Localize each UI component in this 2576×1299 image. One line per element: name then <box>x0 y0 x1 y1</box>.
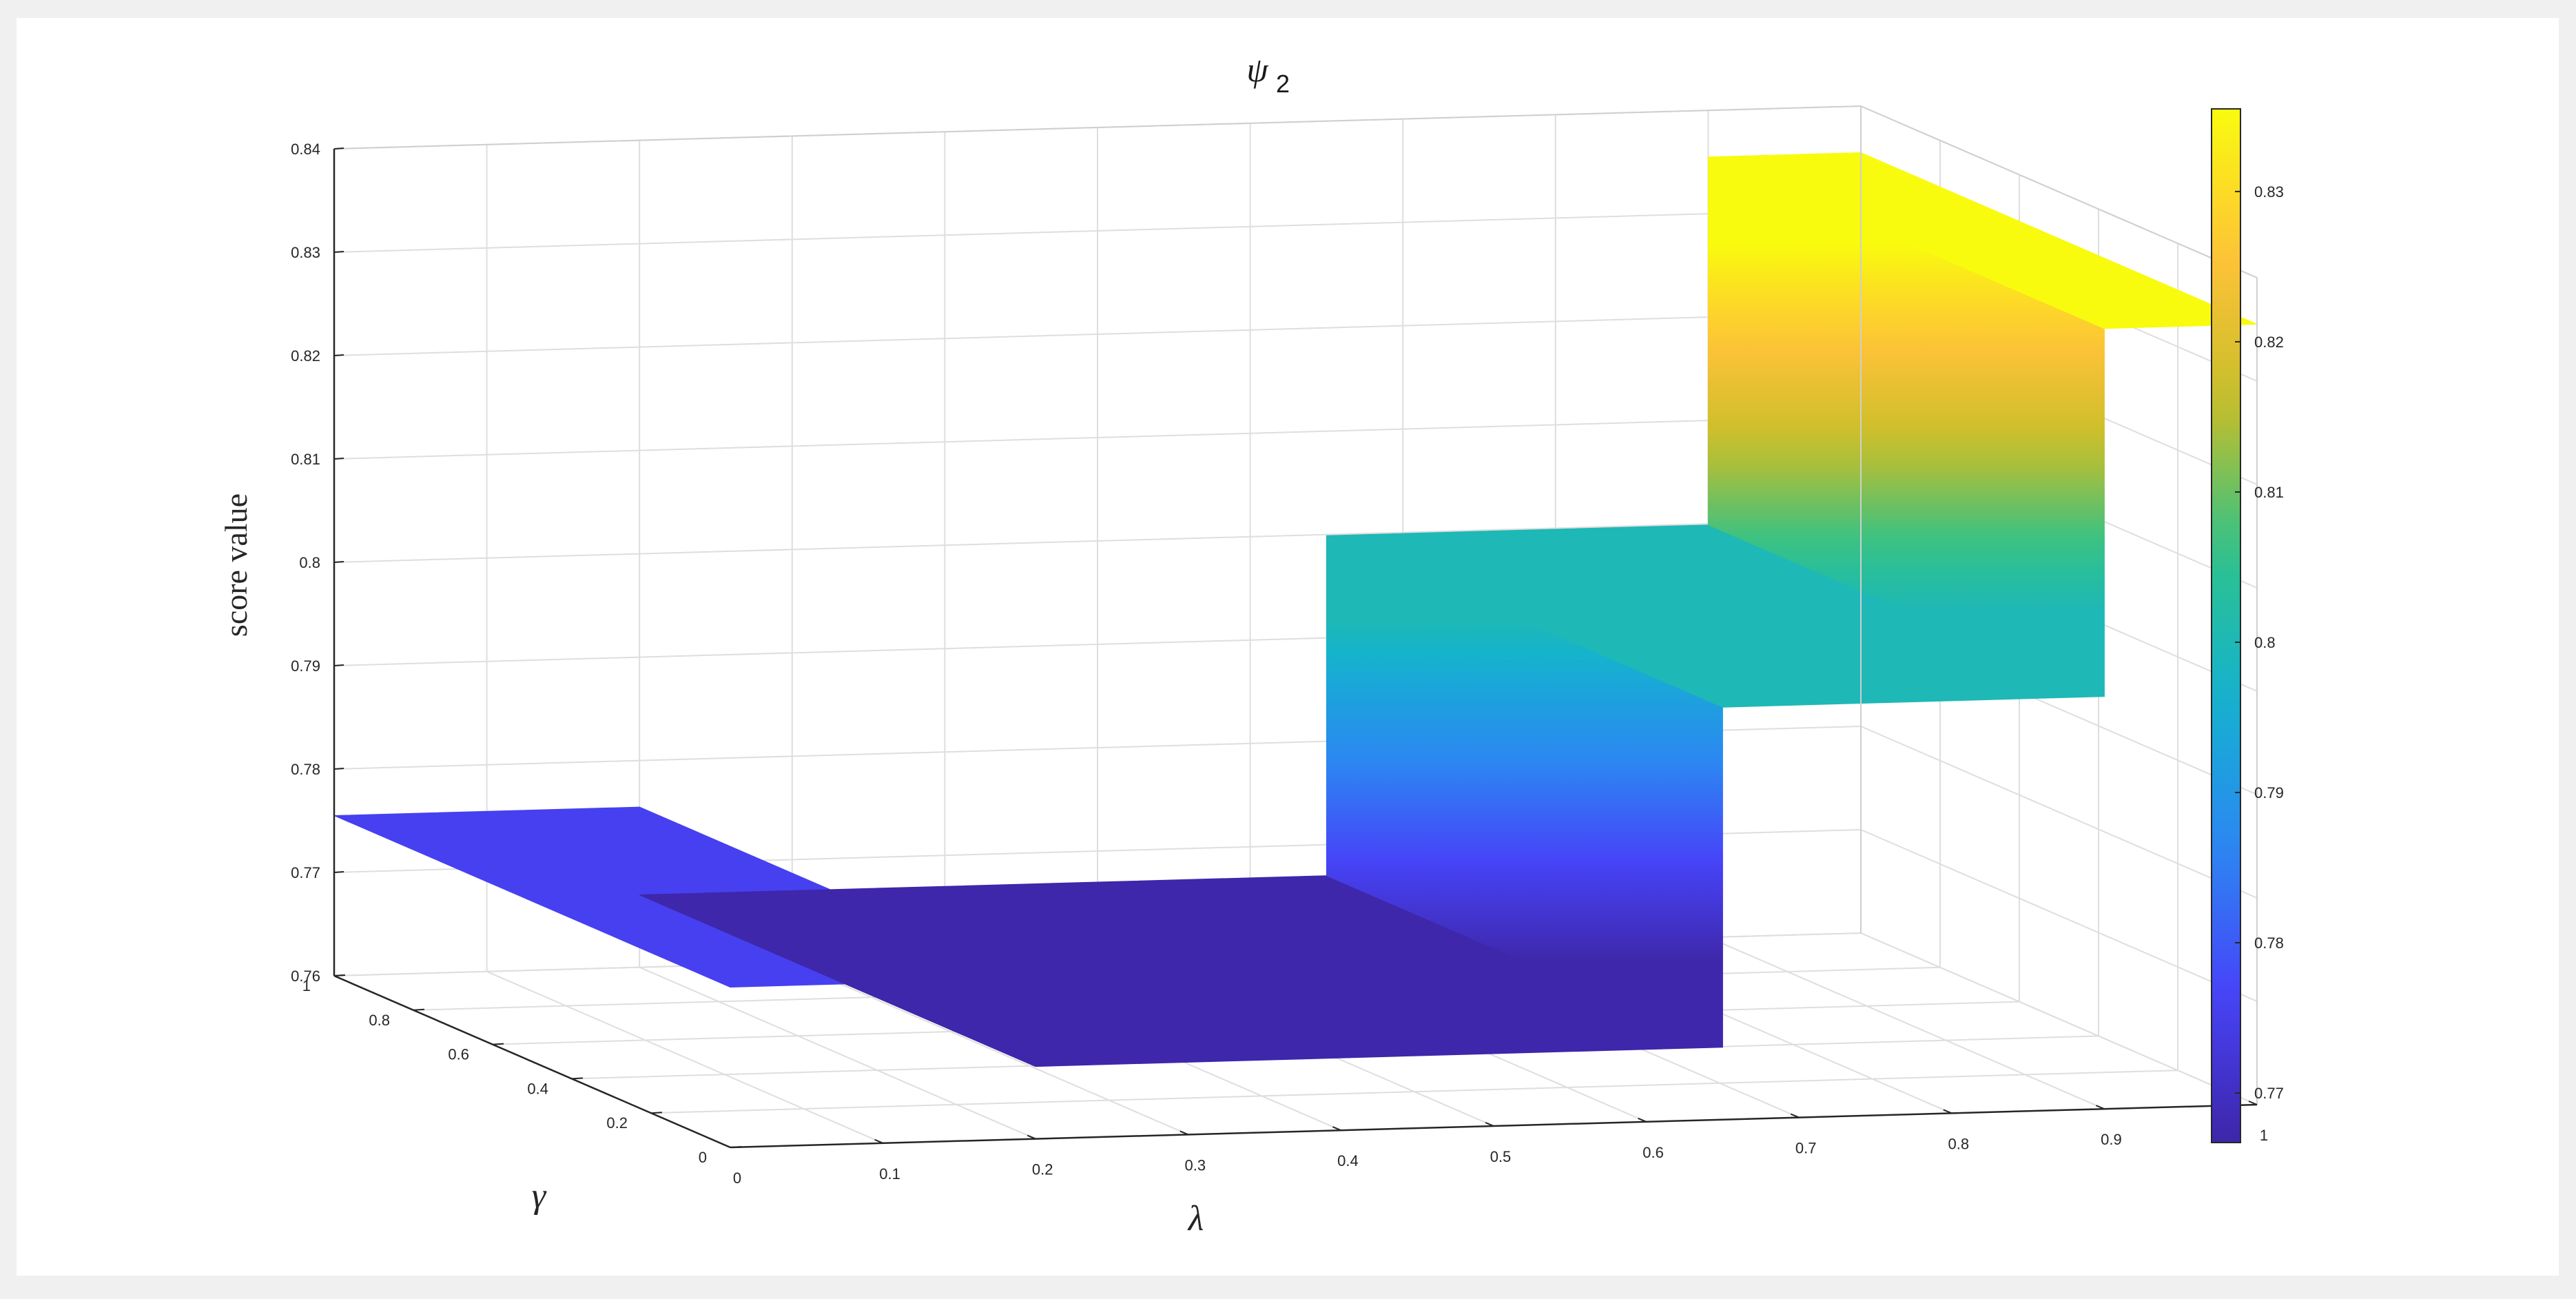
y-tick-label: 0.6 <box>448 1046 469 1063</box>
y-tick-label: 0 <box>699 1149 707 1166</box>
x-axis-label: λ <box>1187 1199 1204 1238</box>
x-tick-mark <box>874 1138 883 1144</box>
y-tick-label: 0.4 <box>527 1080 548 1097</box>
chart-title: ψ 2 <box>1246 50 1290 98</box>
x-tick-label: 0.2 <box>1032 1161 1053 1178</box>
y-grid-line-floor <box>650 1070 2178 1114</box>
colorbar-tick-label: 0.8 <box>2254 634 2276 651</box>
y-axis-line <box>333 974 731 1149</box>
colorbar-bar <box>2211 108 2241 1143</box>
colorbar-tick-label: 0.77 <box>2254 1085 2284 1102</box>
z-grid-line-side <box>1860 829 2258 1002</box>
y-axis-label: γ <box>532 1176 547 1216</box>
z-tick-mark <box>333 458 344 460</box>
z-tick-mark <box>333 768 344 770</box>
frame-edge <box>333 105 1862 150</box>
z-tick-label: 0.83 <box>291 244 320 261</box>
y-tick-mark <box>650 1112 663 1114</box>
x-tick-label: 0.8 <box>1948 1135 1970 1152</box>
x-tick-label: 0.7 <box>1795 1140 1817 1157</box>
x-grid-line-floor <box>639 966 1036 1140</box>
x-tick-mark <box>1027 1134 1036 1140</box>
x-tick-label: 0 <box>733 1169 741 1187</box>
y-tick-label: 1 <box>302 977 311 994</box>
chart-title-symbol: ψ <box>1246 50 1268 89</box>
x-tick-mark <box>2248 1101 2258 1105</box>
x-tick-label: 0.6 <box>1642 1144 1664 1161</box>
z-grid-line-side <box>1860 726 2258 899</box>
z-tick-label: 0.79 <box>291 657 320 675</box>
figure-panel <box>17 18 2559 1276</box>
x-grid-line-floor <box>1708 937 2105 1110</box>
x-tick-label: 0.1 <box>879 1165 900 1183</box>
z-tick-label: 0.84 <box>291 141 320 158</box>
z-tick-label: 0.82 <box>291 347 320 365</box>
colorbar-tick-label: 0.82 <box>2254 334 2284 351</box>
x-tick-mark <box>2096 1105 2105 1110</box>
colorbar: 0.77 0.78 0.79 0.8 0.81 0.82 0.83 <box>2211 108 2284 1143</box>
axis-ticks: 0.760.770.780.790.80.810.820.830.840 0.1 0… <box>291 141 2268 1187</box>
z-grid-line-back <box>333 209 1862 253</box>
x-grid-line-floor <box>792 962 1189 1136</box>
chart-title-subscript: 2 <box>1276 70 1290 98</box>
z-grid-line-back <box>333 312 1862 356</box>
z-tick-mark <box>333 664 344 666</box>
x-tick-label: 0.3 <box>1185 1156 1206 1174</box>
colorbar-tick-label: 0.78 <box>2254 934 2284 952</box>
colorbar-tick-label: 0.79 <box>2254 784 2284 801</box>
x-tick-mark <box>1485 1122 1494 1127</box>
x-tick-mark <box>1638 1117 1647 1123</box>
z-grid-line-back <box>333 519 1862 563</box>
z-tick-mark <box>333 354 344 356</box>
z-axis-label: score value <box>218 493 254 637</box>
frame-edge <box>1860 105 2258 278</box>
x-tick-mark <box>1179 1130 1189 1136</box>
x-tick-mark <box>1790 1113 1800 1118</box>
z-tick-label: 0.78 <box>291 761 320 778</box>
x-tick-label: 1 <box>2260 1127 2268 1144</box>
x-tick-mark <box>1943 1109 1952 1114</box>
colorbar-tick-label: 0.83 <box>2254 183 2284 201</box>
z-tick-label: 0.76 <box>291 968 320 985</box>
y-tick-mark <box>492 1043 504 1045</box>
z-grid-line-back <box>333 416 1862 460</box>
z-tick-label: 0.77 <box>291 864 320 881</box>
z-tick-mark <box>333 147 344 150</box>
z-tick-label: 0.8 <box>299 554 320 571</box>
x-tick-label: 0.5 <box>1490 1148 1512 1165</box>
z-tick-label: 0.81 <box>291 451 320 468</box>
z-grid-line-side <box>1860 932 2258 1105</box>
surface-plot <box>333 152 2258 1067</box>
x-tick-label: 0.4 <box>1337 1152 1359 1169</box>
x-tick-mark <box>721 1143 731 1148</box>
y-tick-label: 0.8 <box>369 1012 390 1029</box>
x-tick-label: 0.9 <box>2101 1131 2122 1148</box>
y-tick-mark <box>333 974 346 976</box>
y-tick-label: 0.2 <box>606 1114 628 1132</box>
colorbar-tick-label: 0.81 <box>2254 484 2284 501</box>
x-grid-line-floor <box>486 970 883 1144</box>
colorbar-ticks: 0.77 0.78 0.79 0.8 0.81 0.82 0.83 <box>2235 183 2284 1102</box>
x-tick-mark <box>1332 1126 1341 1132</box>
